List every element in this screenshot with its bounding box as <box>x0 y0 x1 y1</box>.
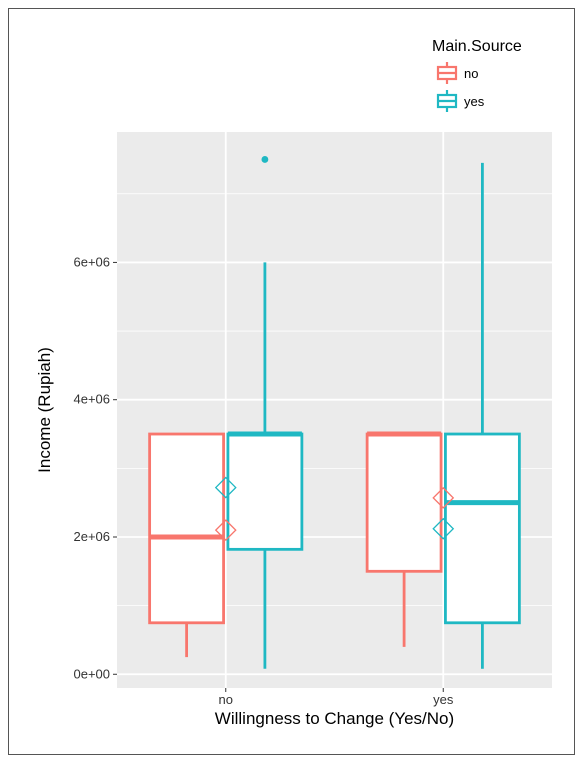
box-iqr <box>365 432 443 573</box>
legend-item-no: no <box>436 62 478 84</box>
box-iqr <box>444 432 521 625</box>
legend-label: no <box>464 66 478 81</box>
mean-marker-yes-no <box>214 476 237 499</box>
box-yes-no <box>226 156 304 669</box>
legend-item-yes: yes <box>436 90 485 112</box>
mean-marker-no-yes <box>432 486 455 509</box>
y-tick-label: 6e+06 <box>73 254 110 269</box>
mean-marker-no-no <box>214 519 237 542</box>
boxes <box>148 156 521 669</box>
x-axis: no yes <box>219 688 454 707</box>
y-tick-label: 2e+06 <box>73 529 110 544</box>
legend-items: no yes <box>436 62 485 112</box>
y-tick-label: 4e+06 <box>73 392 110 407</box>
x-tick-label: no <box>219 692 233 707</box>
outlier-point <box>261 156 269 163</box>
legend-title: Main.Source <box>432 38 522 55</box>
box-no-yes <box>365 431 443 647</box>
mean-marker-yes-yes <box>432 517 455 540</box>
y-tick-label: 0e+00 <box>73 666 110 681</box>
box-yes-yes <box>444 162 521 669</box>
y-axis-title: Income (Rupiah) <box>35 347 54 473</box>
box-iqr <box>148 432 225 625</box>
box-iqr <box>226 432 304 551</box>
y-axis: 0e+00 2e+06 4e+06 6e+06 <box>73 254 117 681</box>
legend-label: yes <box>464 94 485 109</box>
x-tick-label: yes <box>433 692 454 707</box>
x-axis-title: Willingness to Change (Yes/No) <box>215 709 454 728</box>
box-no-no <box>148 432 225 658</box>
legend: Main.Source no yes <box>432 38 522 112</box>
